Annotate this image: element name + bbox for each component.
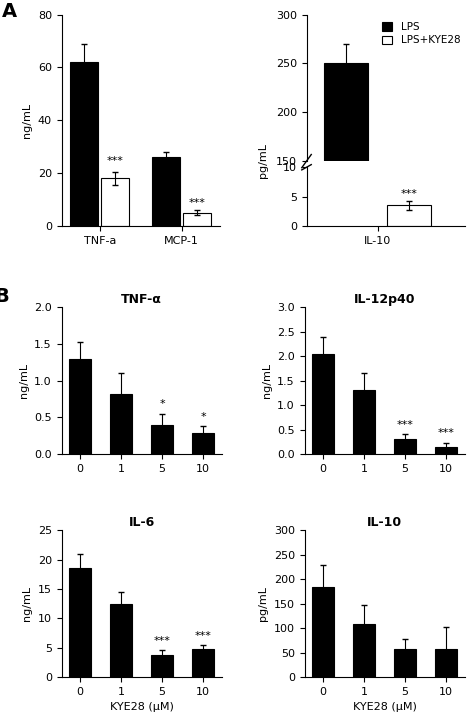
Text: ***: *** <box>438 428 455 438</box>
Text: ***: *** <box>189 198 206 208</box>
Text: A: A <box>1 2 17 21</box>
Text: *: * <box>200 412 206 422</box>
Y-axis label: ng/mL: ng/mL <box>18 363 28 398</box>
Text: ***: *** <box>154 636 171 646</box>
Text: pg/mL: pg/mL <box>258 143 268 178</box>
Title: TNF-α: TNF-α <box>121 293 162 306</box>
Bar <box>353 624 375 677</box>
Bar <box>110 394 132 454</box>
Y-axis label: ng/mL: ng/mL <box>22 103 32 138</box>
Bar <box>394 649 416 677</box>
Bar <box>183 213 211 226</box>
Legend: LPS, LPS+KYE28: LPS, LPS+KYE28 <box>380 20 463 47</box>
Bar <box>435 649 457 677</box>
Text: B: B <box>0 287 9 306</box>
Text: ***: *** <box>194 631 211 641</box>
Y-axis label: pg/mL: pg/mL <box>258 586 268 621</box>
Bar <box>101 178 129 226</box>
Text: ***: *** <box>107 157 124 167</box>
Title: IL-10: IL-10 <box>367 516 402 529</box>
Bar <box>387 205 431 226</box>
Bar <box>151 654 173 677</box>
X-axis label: KYE28 (μM): KYE28 (μM) <box>109 703 173 712</box>
Text: *: * <box>159 399 165 409</box>
Bar <box>151 424 173 454</box>
Y-axis label: ng/mL: ng/mL <box>262 363 272 398</box>
Bar <box>353 390 375 454</box>
Y-axis label: ng/mL: ng/mL <box>22 586 32 621</box>
Bar <box>312 354 335 454</box>
Bar <box>324 63 368 308</box>
Bar <box>394 439 416 454</box>
Title: IL-6: IL-6 <box>128 516 155 529</box>
Text: ***: *** <box>401 189 418 199</box>
Bar <box>152 157 180 226</box>
X-axis label: KYE28 (μM): KYE28 (μM) <box>353 703 417 712</box>
Bar <box>191 433 214 454</box>
Bar <box>69 359 91 454</box>
Bar <box>435 447 457 454</box>
Bar <box>191 649 214 677</box>
Bar <box>69 569 91 677</box>
Bar <box>312 587 335 677</box>
Bar <box>110 604 132 677</box>
Title: IL-12p40: IL-12p40 <box>354 293 415 306</box>
Text: ***: *** <box>397 420 413 430</box>
Bar <box>70 62 98 226</box>
